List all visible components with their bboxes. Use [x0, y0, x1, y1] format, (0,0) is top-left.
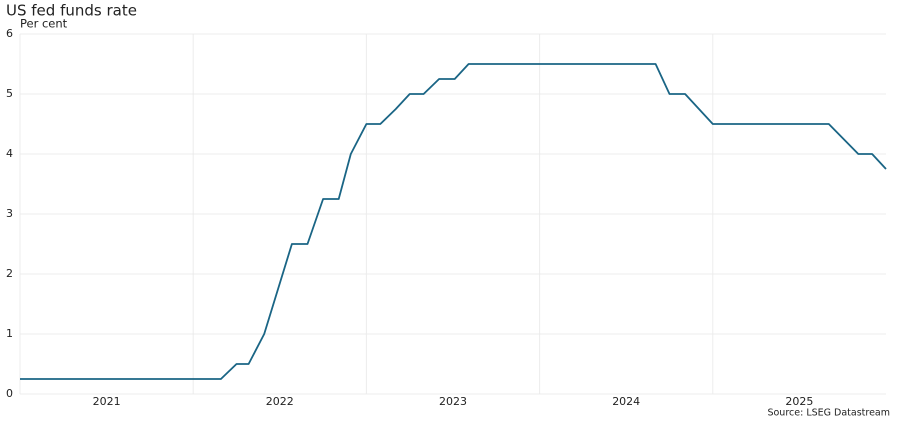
- y-tick-label: 1: [6, 327, 13, 340]
- chart-subtitle: Per cent: [20, 17, 68, 31]
- x-tick-label: 2023: [439, 395, 467, 408]
- x-tick-label: 2024: [612, 395, 640, 408]
- y-tick-label: 2: [6, 267, 13, 280]
- x-tick-label: 2025: [785, 395, 813, 408]
- source-note: Source: LSEG Datastream: [767, 408, 890, 419]
- y-tick-label: 6: [6, 27, 13, 40]
- y-tick-label: 5: [6, 87, 13, 100]
- data-line: [20, 63, 887, 380]
- y-tick-label: 4: [6, 147, 13, 160]
- chart-title: US fed funds rate: [6, 2, 137, 20]
- x-tick-label: 2022: [266, 395, 294, 408]
- x-tick-label: 2021: [93, 395, 121, 408]
- y-tick-label: 3: [6, 207, 13, 220]
- y-tick-label: 0: [6, 387, 13, 400]
